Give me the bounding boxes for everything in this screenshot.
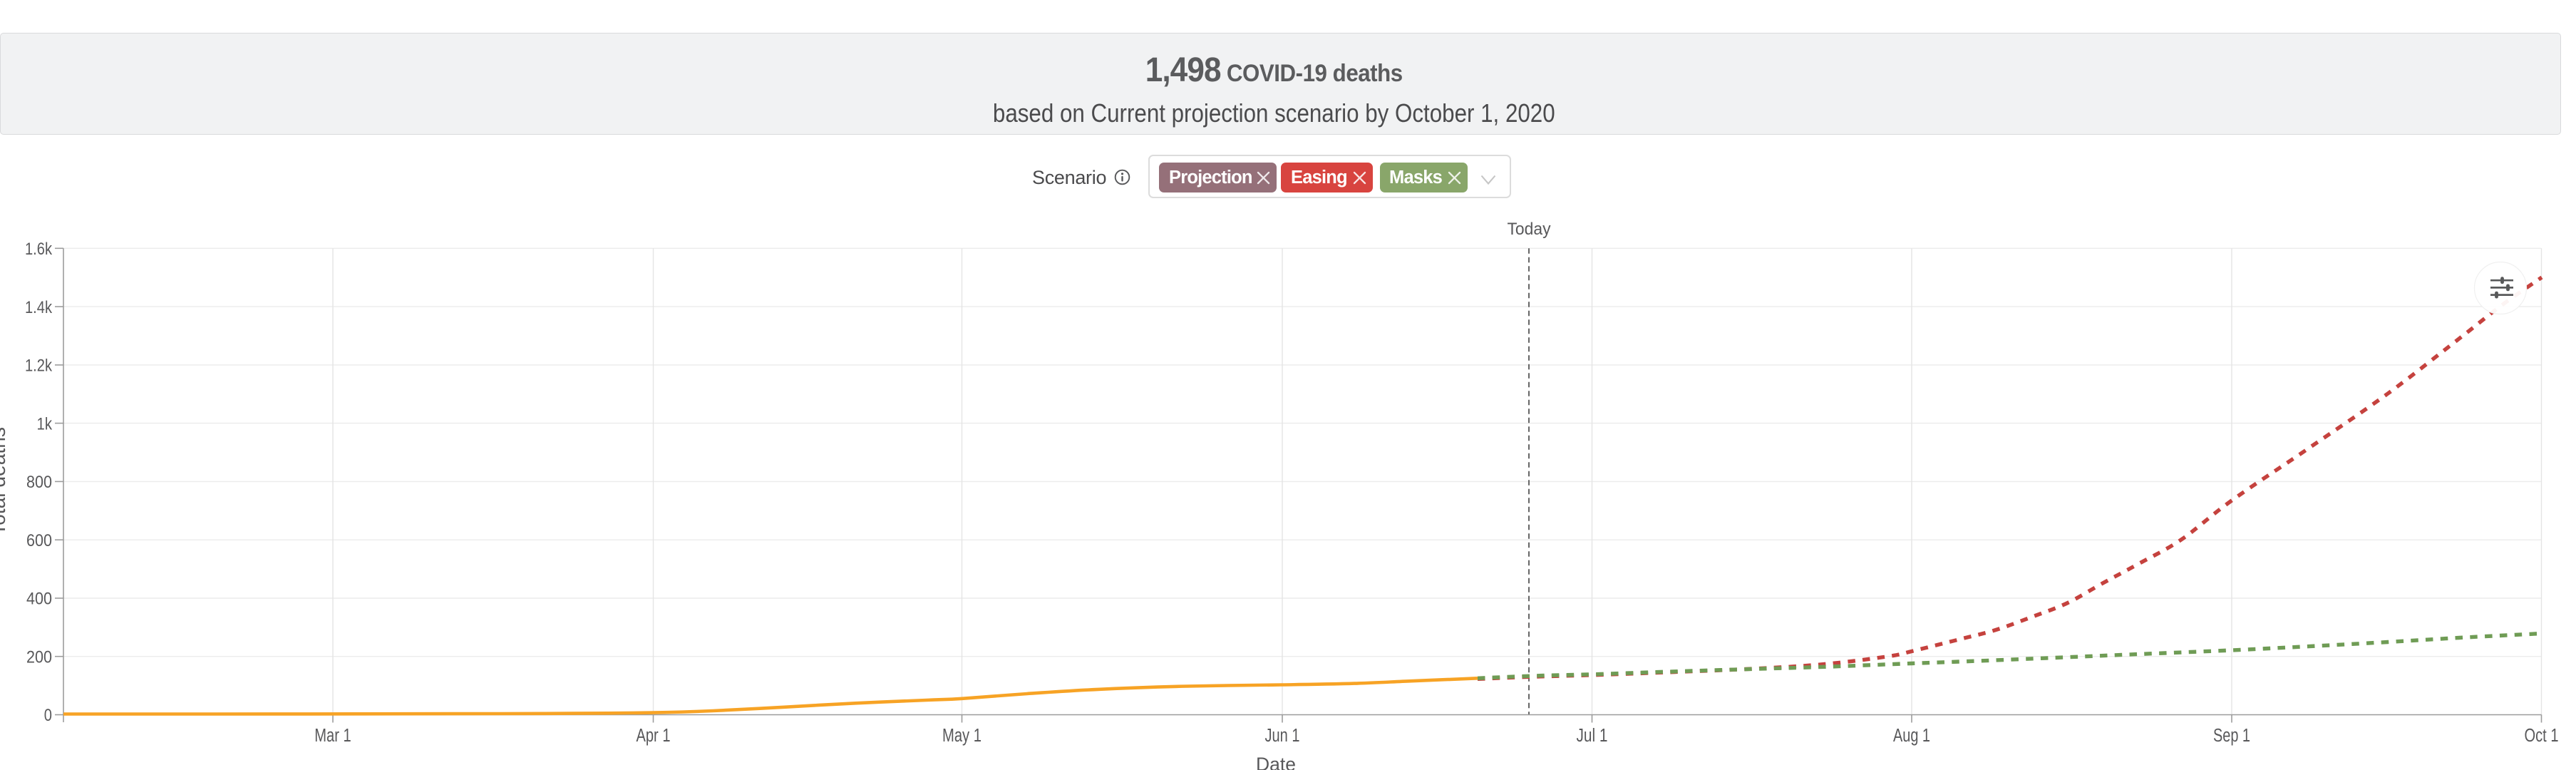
svg-text:Jul 1: Jul 1: [1577, 726, 1608, 746]
svg-text:800: 800: [26, 473, 52, 492]
svg-text:Aug 1: Aug 1: [1893, 726, 1930, 746]
svg-text:0: 0: [44, 706, 52, 725]
svg-text:1.2k: 1.2k: [25, 356, 53, 376]
svg-text:1k: 1k: [37, 414, 53, 433]
svg-text:1.4k: 1.4k: [25, 298, 53, 317]
svg-text:400: 400: [26, 590, 52, 609]
svg-text:Oct 1: Oct 1: [2525, 726, 2559, 746]
svg-text:200: 200: [26, 647, 52, 667]
svg-text:Sep 1: Sep 1: [2213, 726, 2250, 746]
svg-text:Total deaths: Total deaths: [0, 427, 10, 535]
svg-text:Apr 1: Apr 1: [637, 726, 671, 746]
svg-text:Date: Date: [1256, 754, 1296, 770]
svg-text:Mar 1: Mar 1: [314, 726, 351, 746]
svg-text:Jun 1: Jun 1: [1265, 726, 1300, 746]
svg-text:600: 600: [26, 531, 52, 550]
svg-text:1.6k: 1.6k: [25, 240, 53, 259]
svg-text:Today: Today: [1508, 220, 1551, 239]
svg-text:May 1: May 1: [942, 726, 982, 746]
